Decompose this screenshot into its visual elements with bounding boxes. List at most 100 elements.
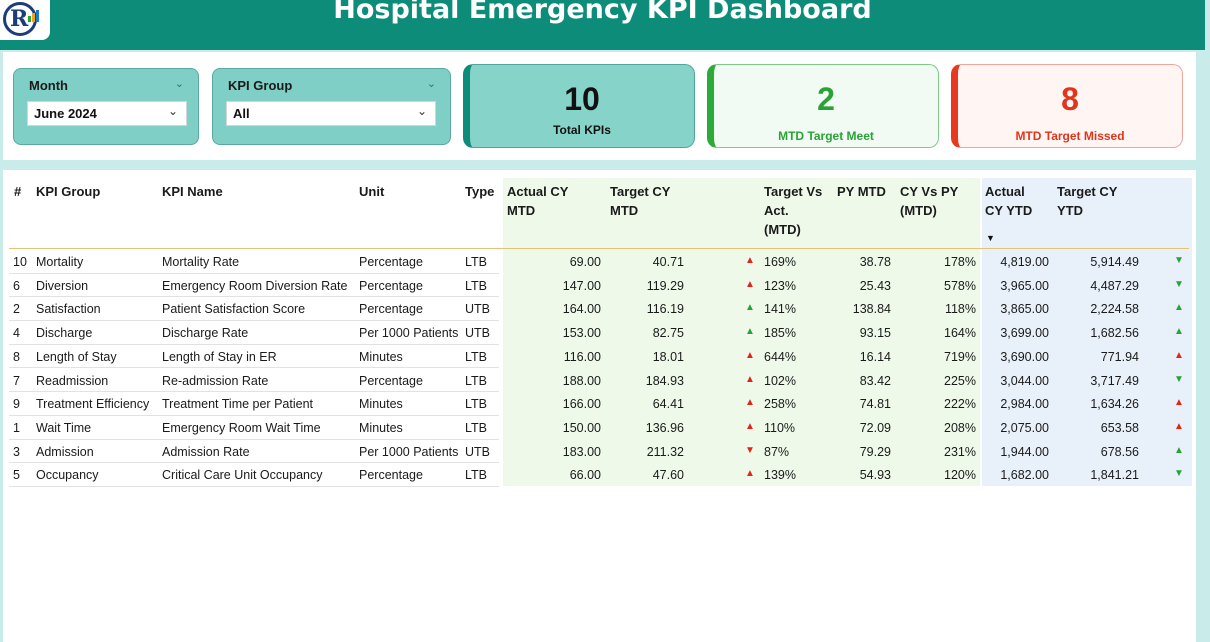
total-kpis-caption: Total KPIs <box>553 123 611 137</box>
chevron-down-icon[interactable]: ⌄ <box>174 78 184 90</box>
col-header-actual-cy-mtd[interactable]: Actual CY MTD <box>507 184 569 218</box>
col-header-target-cy-mtd[interactable]: Target CY MTD <box>610 184 671 218</box>
target-vs-act-cell: 110% <box>764 420 796 435</box>
filter-panel: Month ⌄ June 2024 ⌄ KPI Group ⌄ All ⌄ 10… <box>3 52 1196 160</box>
chevron-down-icon[interactable]: ⌄ <box>416 104 427 118</box>
type-cell: LTB <box>465 349 487 364</box>
col-header-cy-vs-py[interactable]: CY Vs PY (MTD) <box>900 184 959 218</box>
target-cy-mtd-cell: 18.01 <box>652 349 684 364</box>
py-mtd-cell: 25.43 <box>859 278 891 293</box>
table-row[interactable]: 3 Admission Admission Rate Per 1000 Patient… <box>9 440 1189 464</box>
table-row[interactable]: 8 Length of Stay Length of Stay in ER Minut… <box>9 345 1189 369</box>
target-cy-ytd-cell: 1,682.56 <box>1090 326 1139 341</box>
actual-cy-ytd-cell: 2,075.00 <box>1000 420 1049 435</box>
unit-cell: Per 1000 Patients <box>359 444 459 459</box>
kpi-group-cell: Wait Time <box>36 420 92 435</box>
row-number: 8 <box>13 349 20 364</box>
table-row[interactable]: 2 Satisfaction Patient Satisfaction Score P… <box>9 297 1189 322</box>
row-number: 5 <box>13 468 20 483</box>
target-vs-act-cell: 169% <box>764 255 796 269</box>
kpi-name-cell: Critical Care Unit Occupancy <box>162 468 323 483</box>
col-header-target-cy-ytd[interactable]: Target CY YTD <box>1057 184 1118 218</box>
analytics-logo-icon: R <box>0 0 50 40</box>
col-header-py-mtd[interactable]: PY MTD <box>837 184 886 199</box>
kpi-group-cell: Occupancy <box>36 468 99 483</box>
cy-vs-py-cell: 208% <box>944 420 976 435</box>
chevron-down-icon[interactable]: ⌄ <box>426 78 436 90</box>
target-vs-act-cell: 644% <box>764 349 796 364</box>
kpi-group-cell: Discharge <box>36 326 93 341</box>
actual-cy-ytd-cell: 4,819.00 <box>1000 255 1049 269</box>
arrow-up-red-icon: ▲ <box>745 278 755 290</box>
target-vs-act-cell: 185% <box>764 326 796 341</box>
cy-vs-py-cell: 120% <box>944 468 976 483</box>
table-row[interactable]: 1 Wait Time Emergency Room Wait Time Minute… <box>9 416 1189 440</box>
col-header-actual-cy-ytd[interactable]: Actual CY YTD <box>985 184 1033 218</box>
arrow-up-green-icon: ▲ <box>1174 326 1184 338</box>
target-cy-mtd-cell: 82.75 <box>652 326 684 341</box>
kpi-table: # KPI Group KPI Name Unit Type Actual CY… <box>3 170 1196 642</box>
actual-cy-mtd-cell: 153.00 <box>562 326 601 341</box>
py-mtd-cell: 74.81 <box>859 397 891 412</box>
actual-cy-mtd-cell: 69.00 <box>569 255 601 269</box>
unit-cell: Minutes <box>359 420 403 435</box>
actual-cy-ytd-cell: 3,690.00 <box>1000 349 1049 364</box>
py-mtd-cell: 72.09 <box>859 420 891 435</box>
month-dropdown[interactable]: June 2024 ⌄ <box>27 101 187 126</box>
kpi-group-cell: Diversion <box>36 278 89 293</box>
unit-cell: Percentage <box>359 302 423 317</box>
target-cy-mtd-cell: 136.96 <box>645 420 684 435</box>
col-header-kpi-name[interactable]: KPI Name <box>162 184 223 199</box>
arrow-up-red-icon: ▲ <box>745 468 755 480</box>
table-row[interactable]: 6 Diversion Emergency Room Diversion Rate P… <box>9 274 1189 298</box>
arrow-up-green-icon: ▲ <box>1174 444 1184 456</box>
arrow-up-red-icon: ▲ <box>745 255 755 266</box>
type-cell: LTB <box>465 420 487 435</box>
type-cell: LTB <box>465 278 487 293</box>
month-slicer-label: Month <box>29 78 68 93</box>
unit-cell: Minutes <box>359 349 403 364</box>
arrow-up-red-icon: ▲ <box>1174 397 1184 409</box>
target-cy-ytd-cell: 1,634.26 <box>1090 397 1139 412</box>
target-cy-ytd-cell: 5,914.49 <box>1090 255 1139 269</box>
table-row[interactable]: 5 Occupancy Critical Care Unit Occupancy Pe… <box>9 463 1189 487</box>
table-row[interactable]: 7 Readmission Re-admission Rate Percentage L… <box>9 369 1189 393</box>
col-header-target-vs-act[interactable]: Target Vs Act. (MTD) <box>764 184 823 237</box>
unit-cell: Minutes <box>359 397 403 412</box>
actual-cy-ytd-cell: 1,944.00 <box>1000 444 1049 459</box>
arrow-up-green-icon: ▲ <box>745 326 755 338</box>
month-selected-value: June 2024 <box>34 106 97 121</box>
mtd-target-missed-caption: MTD Target Missed <box>1015 129 1125 143</box>
kpi-name-cell: Re-admission Rate <box>162 373 269 388</box>
arrow-up-red-icon: ▲ <box>745 397 755 409</box>
chevron-down-icon[interactable]: ⌄ <box>167 104 178 118</box>
type-cell: LTB <box>465 397 487 412</box>
col-header-unit[interactable]: Unit <box>359 184 385 199</box>
table-row[interactable]: 10 Mortality Mortality Rate Percentage LTB 69… <box>9 250 1189 274</box>
table-row[interactable]: 4 Discharge Discharge Rate Per 1000 Patient… <box>9 321 1189 345</box>
type-cell: UTB <box>465 326 490 341</box>
actual-cy-mtd-cell: 66.00 <box>569 468 601 483</box>
total-kpis-card: 10 Total KPIs <box>463 64 695 148</box>
table-row[interactable]: 9 Treatment Efficiency Treatment Time per … <box>9 392 1189 416</box>
mtd-target-meet-card: 2 MTD Target Meet <box>707 64 939 148</box>
kpi-group-dropdown[interactable]: All ⌄ <box>226 101 436 126</box>
sort-descending-icon[interactable]: ▼ <box>986 233 995 243</box>
type-cell: UTB <box>465 302 490 317</box>
row-number: 1 <box>13 420 20 435</box>
py-mtd-cell: 93.15 <box>859 326 891 341</box>
arrow-up-red-icon: ▲ <box>745 373 755 385</box>
col-header-num[interactable]: # <box>14 184 22 199</box>
cy-vs-py-cell: 719% <box>944 349 976 364</box>
actual-cy-mtd-cell: 166.00 <box>562 397 601 412</box>
month-slicer: Month ⌄ June 2024 ⌄ <box>13 68 199 145</box>
col-header-type[interactable]: Type <box>465 184 495 199</box>
type-cell: LTB <box>465 468 487 483</box>
arrow-up-red-icon: ▲ <box>1174 349 1184 361</box>
row-number: 4 <box>13 326 20 341</box>
kpi-group-selected-value: All <box>233 106 250 121</box>
target-cy-ytd-cell: 771.94 <box>1100 349 1139 364</box>
kpi-name-cell: Emergency Room Diversion Rate <box>162 278 348 293</box>
col-header-kpi-group[interactable]: KPI Group <box>36 184 101 199</box>
actual-cy-mtd-cell: 188.00 <box>562 373 601 388</box>
